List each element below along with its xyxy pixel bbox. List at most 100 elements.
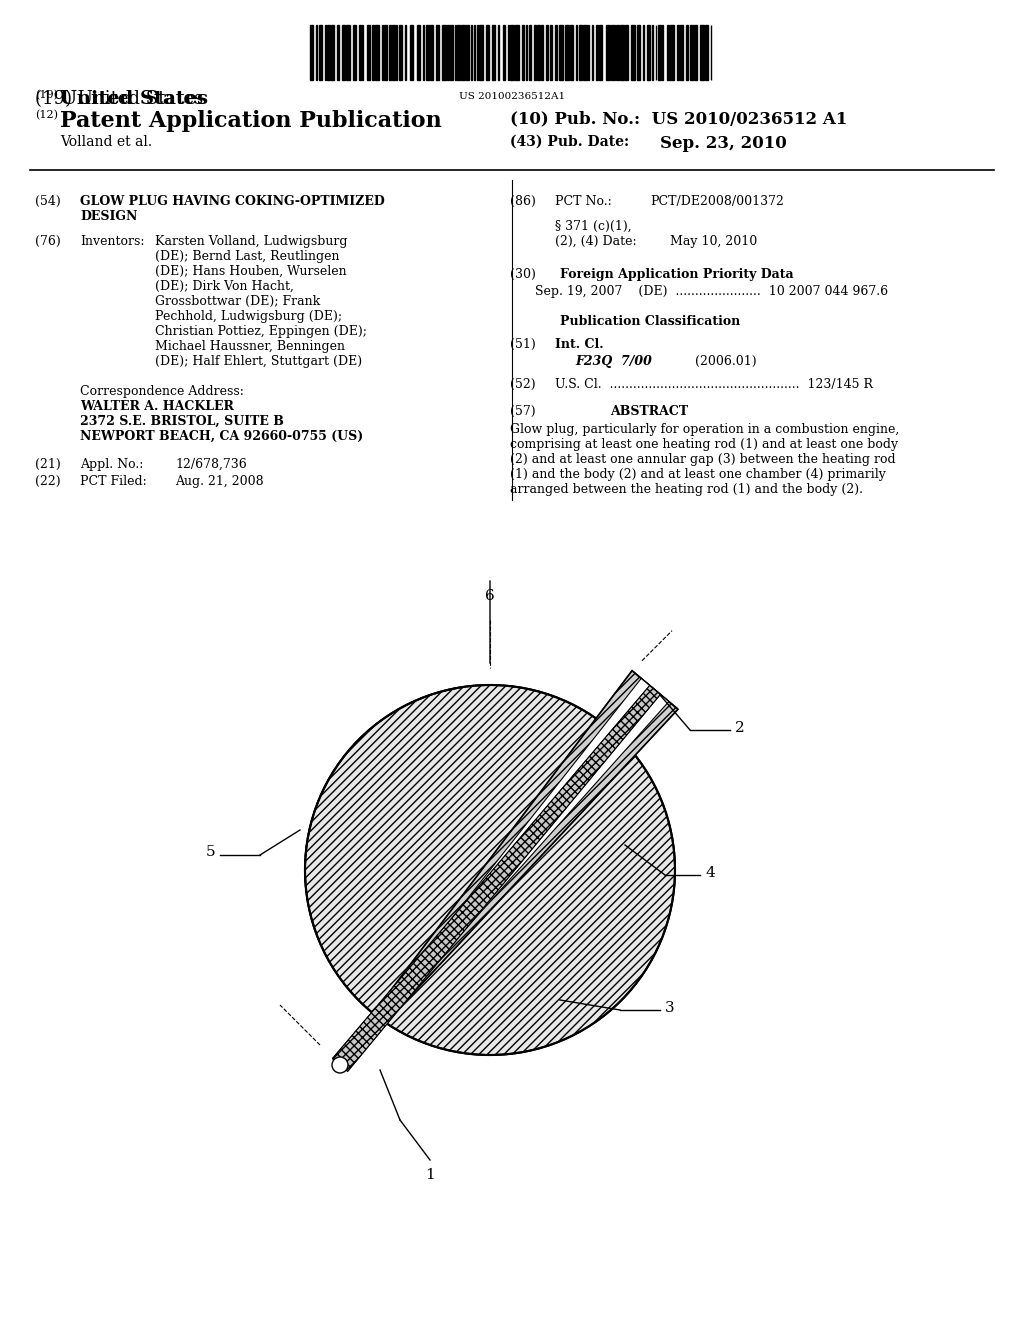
Text: (54): (54) — [35, 195, 60, 209]
Bar — [372, 25, 374, 81]
Bar — [508, 25, 509, 81]
Bar — [410, 25, 413, 81]
Text: Foreign Application Priority Data: Foreign Application Priority Data — [560, 268, 794, 281]
Text: PCT No.:: PCT No.: — [555, 195, 611, 209]
Bar — [515, 25, 519, 81]
Bar — [384, 25, 387, 81]
Bar — [361, 25, 364, 81]
Bar — [466, 25, 469, 81]
Bar — [550, 25, 552, 81]
Bar — [670, 25, 674, 81]
Text: Volland et al.: Volland et al. — [60, 135, 153, 149]
Bar — [542, 25, 543, 81]
Bar — [510, 25, 514, 81]
Text: (51): (51) — [510, 338, 536, 351]
Bar — [658, 25, 660, 81]
Circle shape — [305, 685, 675, 1055]
Text: (19): (19) — [35, 90, 58, 100]
Text: PCT Filed:: PCT Filed: — [80, 475, 146, 488]
Text: Int. Cl.: Int. Cl. — [555, 338, 603, 351]
Bar — [535, 25, 537, 81]
Bar — [451, 25, 453, 81]
Text: Patent Application Publication: Patent Application Publication — [60, 110, 441, 132]
Text: 5: 5 — [206, 845, 215, 859]
Bar — [525, 25, 527, 81]
Text: 6: 6 — [485, 589, 495, 603]
Bar — [337, 25, 339, 81]
Text: (86): (86) — [510, 195, 536, 209]
Text: Christian Pottiez, Eppingen (DE);: Christian Pottiez, Eppingen (DE); — [155, 325, 367, 338]
Text: (2006.01): (2006.01) — [695, 355, 757, 368]
Bar — [423, 25, 424, 81]
Polygon shape — [333, 685, 660, 1072]
Bar — [625, 25, 628, 81]
Text: 2: 2 — [735, 721, 744, 735]
Bar — [565, 25, 568, 81]
Bar — [700, 25, 703, 81]
Bar — [588, 25, 590, 81]
Bar — [690, 25, 693, 81]
Bar — [346, 25, 349, 81]
Text: US 20100236512A1: US 20100236512A1 — [459, 92, 565, 102]
Text: 2372 S.E. BRISTOL, SUITE B: 2372 S.E. BRISTOL, SUITE B — [80, 414, 284, 428]
Bar — [389, 25, 391, 81]
Bar — [471, 25, 472, 81]
Bar — [599, 25, 602, 81]
Text: Pechhold, Ludwigsburg (DE);: Pechhold, Ludwigsburg (DE); — [155, 310, 342, 323]
Text: (22): (22) — [35, 475, 60, 488]
Text: May 10, 2010: May 10, 2010 — [670, 235, 758, 248]
Text: DESIGN: DESIGN — [80, 210, 137, 223]
Text: (52): (52) — [510, 378, 536, 391]
Bar — [638, 25, 640, 81]
Text: Correspondence Address:: Correspondence Address: — [80, 385, 244, 399]
Text: F23Q  7/00: F23Q 7/00 — [575, 355, 652, 368]
Bar — [579, 25, 583, 81]
Bar — [479, 25, 482, 81]
Bar — [353, 25, 356, 81]
Bar — [404, 25, 407, 81]
Text: Sep. 23, 2010: Sep. 23, 2010 — [660, 135, 786, 152]
Bar — [493, 25, 495, 81]
Bar — [694, 25, 696, 81]
Bar — [391, 25, 395, 81]
Polygon shape — [338, 678, 669, 1067]
Text: (DE); Dirk Von Hacht,: (DE); Dirk Von Hacht, — [155, 280, 294, 293]
Text: Grossbottwar (DE); Frank: Grossbottwar (DE); Frank — [155, 294, 321, 308]
Text: Aug. 21, 2008: Aug. 21, 2008 — [175, 475, 263, 488]
Text: 4: 4 — [705, 866, 715, 880]
Text: (DE); Hans Houben, Wurselen: (DE); Hans Houben, Wurselen — [155, 265, 347, 279]
Bar — [706, 25, 708, 81]
Text: (10) Pub. No.:  US 2010/0236512 A1: (10) Pub. No.: US 2010/0236512 A1 — [510, 110, 848, 127]
Bar — [621, 25, 624, 81]
Text: Karsten Volland, Ludwigsburg: Karsten Volland, Ludwigsburg — [155, 235, 347, 248]
Bar — [529, 25, 530, 81]
Text: PCT/DE2008/001372: PCT/DE2008/001372 — [650, 195, 784, 209]
Bar — [319, 25, 322, 81]
Text: Michael Haussner, Benningen: Michael Haussner, Benningen — [155, 341, 345, 352]
Text: (43) Pub. Date:: (43) Pub. Date: — [510, 135, 629, 149]
Bar — [611, 25, 614, 81]
Bar — [616, 25, 620, 81]
Text: (12): (12) — [35, 110, 58, 120]
Text: Appl. No.:: Appl. No.: — [80, 458, 143, 471]
Bar — [686, 25, 688, 81]
Bar — [367, 25, 370, 81]
Bar — [570, 25, 573, 81]
Text: (57): (57) — [510, 405, 536, 418]
Bar — [430, 25, 433, 81]
Bar — [537, 25, 540, 81]
Bar — [667, 25, 670, 81]
Polygon shape — [337, 671, 678, 1068]
Bar — [328, 25, 330, 81]
Text: Sep. 19, 2007    (DE)  ......................  10 2007 044 967.6: Sep. 19, 2007 (DE) .....................… — [535, 285, 888, 298]
Bar — [522, 25, 524, 81]
Polygon shape — [337, 672, 677, 1068]
Bar — [584, 25, 587, 81]
Text: ABSTRACT: ABSTRACT — [610, 405, 688, 418]
Circle shape — [332, 1057, 348, 1073]
Text: 1: 1 — [425, 1168, 435, 1181]
Bar — [486, 25, 488, 81]
Bar — [417, 25, 420, 81]
Bar — [376, 25, 379, 81]
Text: (DE); Bernd Last, Reutlingen: (DE); Bernd Last, Reutlingen — [155, 249, 340, 263]
